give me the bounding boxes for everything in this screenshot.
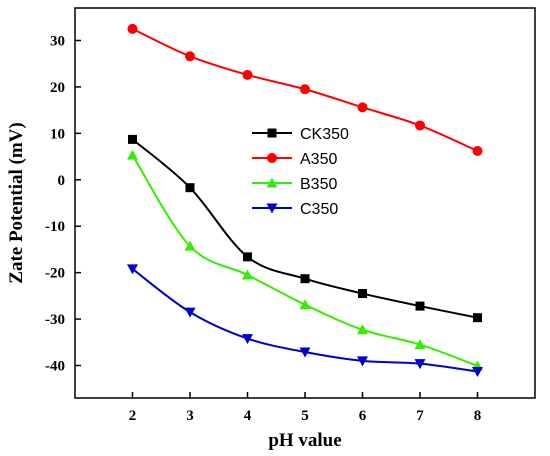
y-tick-label: -10 [45, 219, 65, 235]
data-point [358, 289, 367, 299]
legend-marker [266, 203, 278, 214]
y-tick-label: -30 [45, 312, 65, 328]
data-point [185, 51, 195, 62]
data-point [299, 299, 311, 310]
series-c350 [127, 264, 483, 378]
data-point [473, 313, 482, 323]
legend-item: A350 [252, 151, 337, 168]
data-point [472, 146, 483, 156]
x-tick-label: 8 [474, 408, 482, 424]
legend-marker [267, 128, 277, 138]
data-point [127, 149, 138, 160]
x-tick-label: 5 [301, 408, 309, 424]
data-point [127, 264, 138, 275]
y-axis-title: Zate Potential (mV) [6, 122, 27, 283]
data-point [242, 69, 253, 80]
x-axis-title: pH value [268, 430, 341, 451]
series-ck350 [128, 134, 482, 323]
legend-label: CK350 [300, 126, 349, 143]
data-point [300, 84, 310, 95]
data-point [243, 252, 252, 262]
legend-item: CK350 [252, 126, 349, 143]
data-point [357, 102, 368, 113]
data-point [242, 334, 253, 345]
legend-marker [267, 153, 277, 163]
data-point [414, 339, 426, 350]
series-b350 [127, 149, 483, 371]
legend-item: C350 [252, 201, 338, 218]
data-point [128, 134, 137, 144]
data-point [185, 183, 195, 193]
x-tick-label: 4 [244, 408, 252, 424]
y-axis-ticks: 30 20 10 0 -10 -20 -30 -40 [45, 34, 81, 375]
x-tick-label: 3 [186, 408, 194, 424]
data-point [415, 301, 425, 311]
data-point [184, 307, 196, 318]
legend-item: B350 [252, 176, 337, 193]
x-tick-label: 7 [416, 408, 424, 424]
data-point [127, 23, 138, 34]
y-tick-label: 10 [50, 126, 65, 142]
legend-label: C350 [300, 201, 338, 218]
legend-label: B350 [300, 176, 337, 193]
x-axis-ticks: 2 3 4 5 6 7 8 [129, 392, 482, 424]
y-tick-label: 0 [58, 173, 66, 189]
legend-label: A350 [300, 151, 337, 168]
x-tick-label: 2 [129, 408, 137, 424]
data-point [242, 269, 253, 280]
data-point [184, 240, 196, 251]
data-point [357, 324, 368, 335]
series-layer [127, 23, 483, 378]
y-tick-label: 20 [50, 80, 65, 96]
data-point [472, 367, 483, 378]
y-tick-label: -40 [45, 359, 65, 375]
x-tick-label: 6 [359, 408, 367, 424]
series-a350 [127, 23, 483, 156]
y-tick-label: 30 [50, 34, 65, 50]
legend-marker [266, 177, 278, 188]
data-point [357, 356, 368, 367]
data-point [414, 359, 426, 370]
data-point [300, 274, 310, 284]
data-point [415, 120, 425, 131]
legend: CK350 A350 B350 C350 [252, 126, 349, 218]
y-tick-label: -20 [45, 266, 65, 282]
data-point [299, 347, 311, 358]
